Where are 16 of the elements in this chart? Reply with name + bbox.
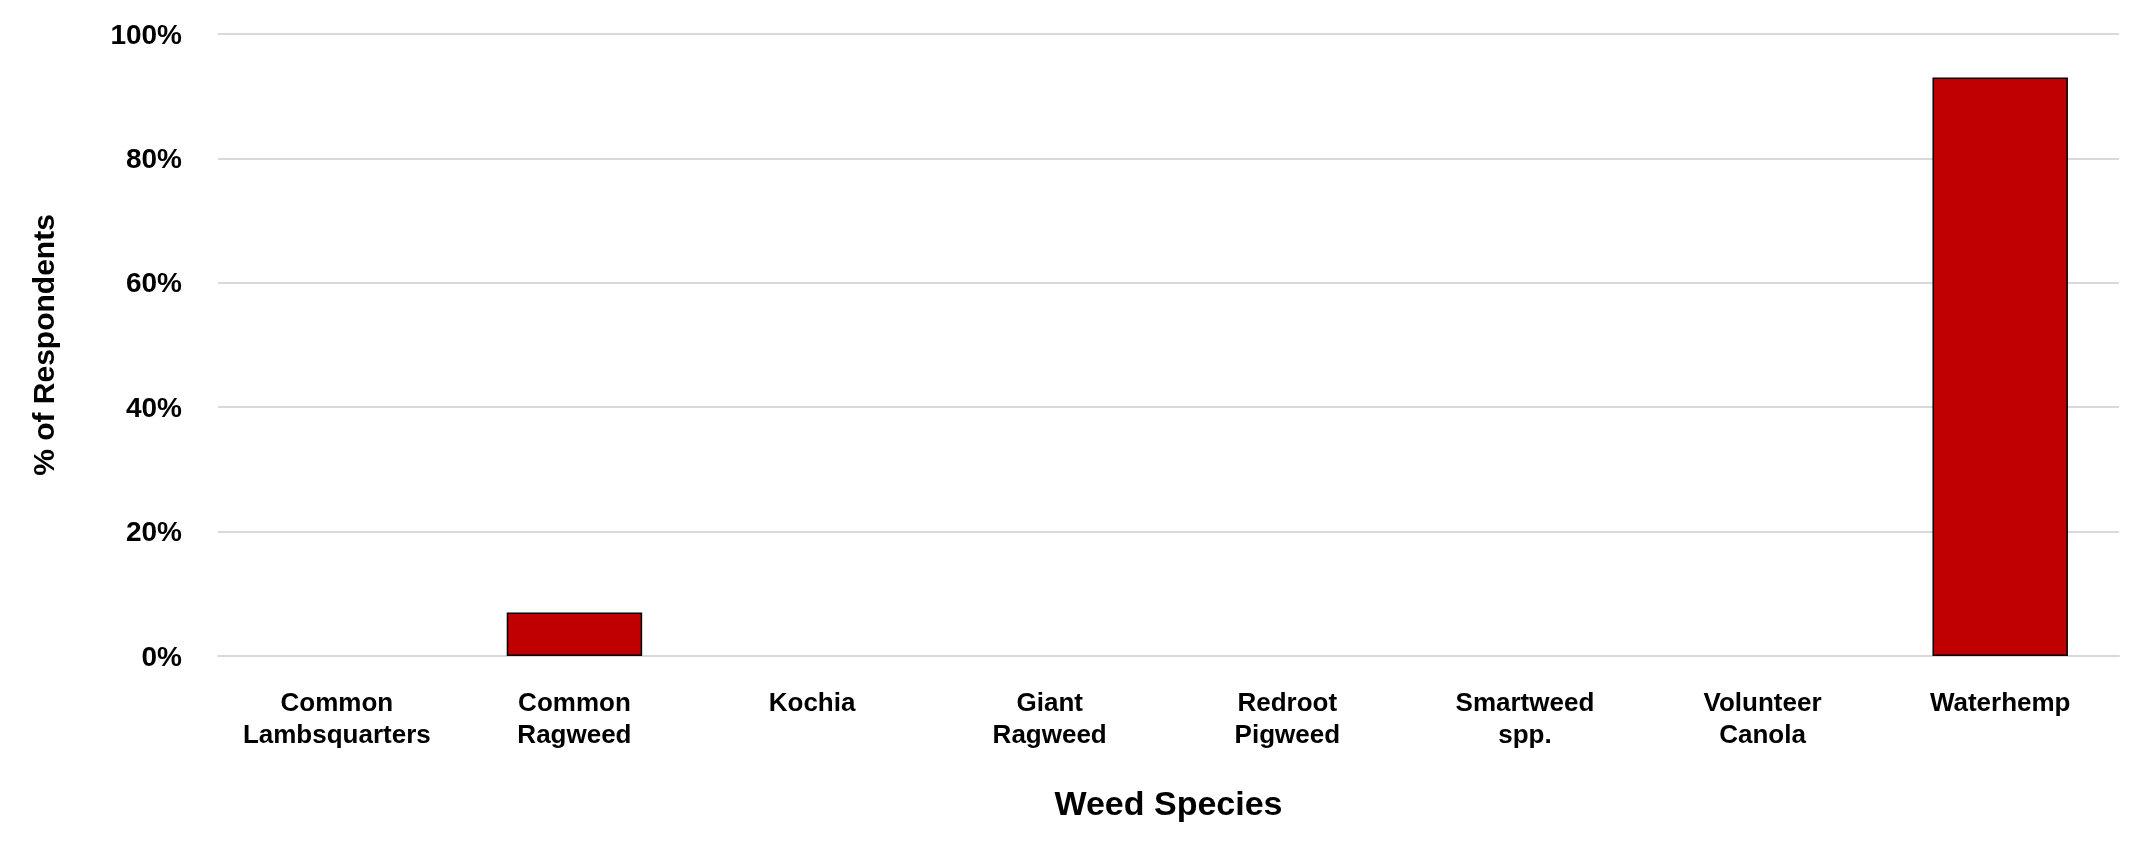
y-tick-label: 80% <box>125 142 183 174</box>
x-tick-label: Waterhemp <box>1929 687 2071 717</box>
y-tick-label: 0% <box>141 640 183 672</box>
y-tick-label: 100% <box>110 18 183 50</box>
x-axis-title: Weed Species <box>1054 784 1283 822</box>
x-tick-label: Volunteer Canola <box>1703 687 1822 749</box>
y-tick-label: 20% <box>125 516 183 548</box>
y-tick-label: 60% <box>125 267 183 299</box>
x-tick-label: Giant Ragweed <box>992 687 1107 749</box>
x-tick-label: Common Ragweed <box>517 687 632 749</box>
y-tick-label: 40% <box>125 391 183 423</box>
x-tick-label: Kochia <box>768 687 856 717</box>
x-tick-label: Smartweed spp. <box>1455 687 1595 749</box>
x-tick-label: Redroot Pigweed <box>1234 687 1341 749</box>
x-tick-label: Common Lambsquarters <box>242 687 431 749</box>
y-axis-title: % of Respondents <box>26 214 60 476</box>
